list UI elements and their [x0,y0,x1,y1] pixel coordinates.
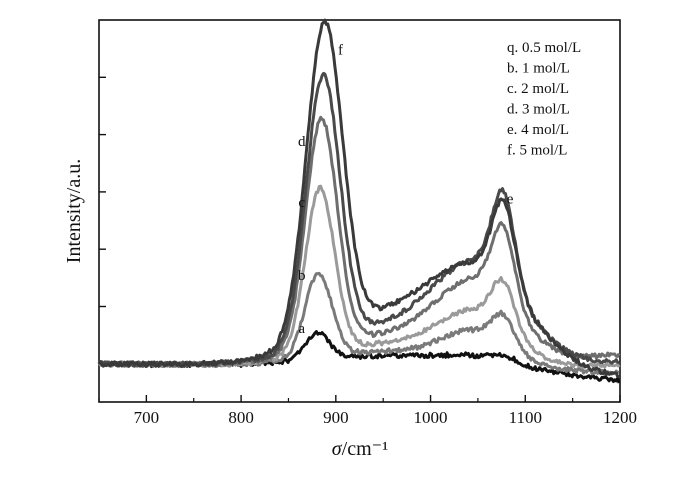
curve-label-c: c [298,195,305,211]
plot-frame [98,19,621,403]
y-axis-label: Intensity/a.u. [63,159,85,263]
legend-entry: d. 3 mol/L [507,102,570,118]
x-axis: 700 800 900 1000 1100 1200 [98,395,637,427]
curve-label-e: e [507,191,514,207]
curve-label-f: f [338,42,343,58]
spectrum-curves [97,18,621,384]
curve-label-d: d [298,134,306,150]
legend-entry: f. 5 mol/L [507,143,567,159]
x-axis-label: σ/cm⁻¹ [332,438,388,460]
curve-labels: f d c e b a [298,42,514,337]
curve-label-b: b [298,268,306,284]
x-axis-label-symbol: σ [332,438,343,460]
curve-label-a: a [298,321,305,337]
legend-entry: q. 0.5 mol/L [507,40,581,56]
legend-entry: c. 2 mol/L [507,81,569,97]
plot-area [98,19,621,403]
x-tick-label: 700 [134,408,160,427]
x-tick-label: 1100 [509,408,542,427]
x-tick-label: 1200 [603,408,637,427]
legend-entry: b. 1 mol/L [507,61,570,77]
x-tick-label: 1000 [414,408,448,427]
x-tick-label: 800 [228,408,254,427]
x-tick-label: 900 [323,408,349,427]
y-axis [99,76,106,365]
legend-entry: e. 4 mol/L [507,122,569,138]
legend: q. 0.5 mol/L b. 1 mol/L c. 2 mol/L d. 3 mol… [507,40,581,159]
x-axis-label-unit: /cm⁻¹ [342,438,389,460]
series-line-f [97,18,620,379]
